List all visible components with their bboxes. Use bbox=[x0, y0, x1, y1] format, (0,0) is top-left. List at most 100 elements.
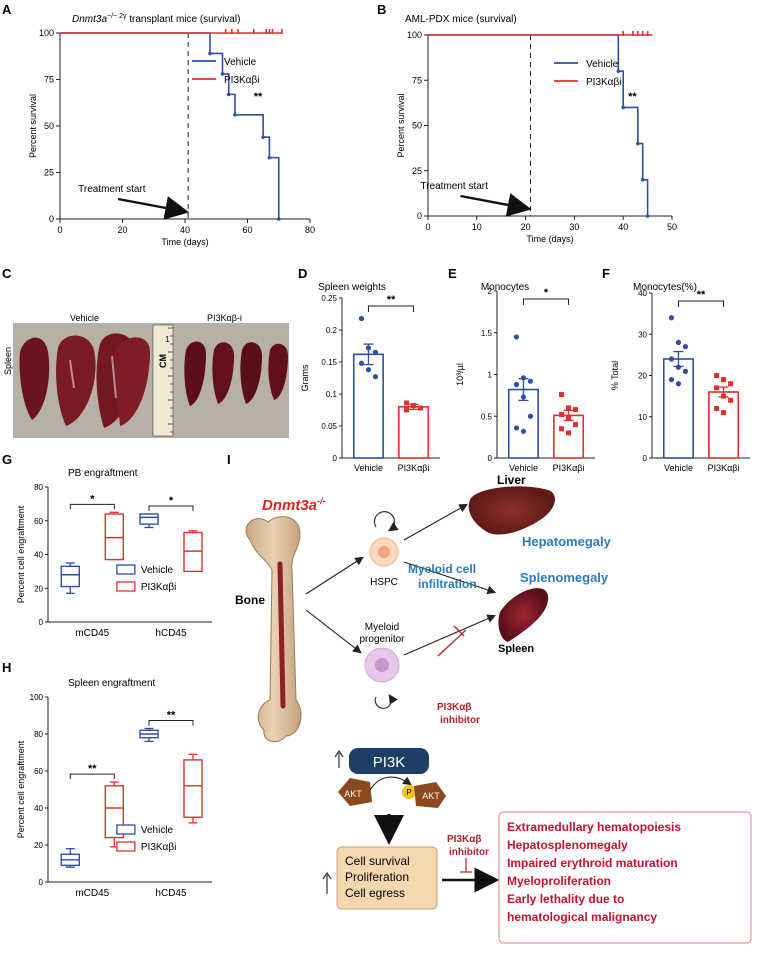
x-tick-label: 0 bbox=[425, 222, 430, 232]
x-category-label: PI3Kαβi bbox=[398, 463, 430, 473]
pi3k-bar bbox=[708, 391, 740, 459]
hspc-self-renewal-arrow bbox=[373, 511, 399, 532]
x-axis-title: Time (days) bbox=[526, 234, 573, 244]
y-tick-label: 0 bbox=[333, 454, 338, 463]
liver-illustration bbox=[468, 486, 555, 535]
y-tick-label: 40 bbox=[638, 289, 647, 298]
x-tick-label: 40 bbox=[180, 225, 190, 235]
spleen-treated-2 bbox=[212, 342, 234, 404]
treatment-start-label: Treatment start bbox=[78, 184, 146, 195]
x-tick-label: 60 bbox=[242, 225, 252, 235]
y-axis-title: Percent cell engraftment bbox=[16, 740, 26, 838]
vehicle-data-point bbox=[520, 394, 527, 400]
vehicle-event-point bbox=[645, 214, 650, 218]
panel-b-chart: 0 25 50 75 100 0 10 20 30 40 50 Time (days) Percent … bbox=[396, 30, 677, 244]
panel-letter-i: I bbox=[227, 452, 231, 467]
inhibitor1-label-2: inhibitor bbox=[440, 715, 480, 726]
pi3k-data-point bbox=[721, 377, 727, 383]
y-tick-label: 0 bbox=[39, 618, 44, 627]
vehicle-data-point bbox=[668, 315, 675, 321]
pi3k-box bbox=[183, 759, 203, 818]
y-tick-label: 0.15 bbox=[321, 358, 337, 367]
significance-bracket bbox=[69, 503, 115, 510]
y-tick-label: 100 bbox=[39, 28, 54, 38]
x-tick-label: 80 bbox=[305, 225, 315, 235]
panel-f-title: Monocytes(%) bbox=[633, 282, 697, 293]
x-tick-label: 40 bbox=[618, 222, 628, 232]
pi3k-box bbox=[104, 513, 124, 561]
legend-pi3k-label: PI3Kαβi bbox=[224, 75, 259, 86]
spleen-treated-1 bbox=[184, 341, 206, 406]
legend-pi3k-label: PI3Kαβi bbox=[141, 842, 176, 853]
y-tick-label: 60 bbox=[34, 767, 43, 776]
bone-label: Bone bbox=[235, 593, 265, 607]
pi3k-bar bbox=[553, 414, 585, 459]
panel-f-chart: 0 10 20 30 40 % Total Vehicle PI3Kαβi ** bbox=[610, 289, 750, 473]
bone-to-hspc-arrow bbox=[305, 556, 364, 595]
panel-a-significance: ** bbox=[254, 91, 263, 103]
vehicle-event-point bbox=[267, 155, 272, 160]
pi3k-data-point bbox=[559, 392, 565, 398]
outcome-item: Early lethality due to bbox=[507, 892, 624, 906]
spleen-vehicle-4 bbox=[114, 337, 150, 426]
pi3k-data-point bbox=[714, 385, 720, 391]
inhibitor2-label-1: PI3Kαβ bbox=[447, 834, 481, 845]
y-axis-title: 10³/µl bbox=[455, 363, 465, 386]
panel-i-diagram: Dnmt3a-/- Bone HSPC Myeloid progenitor L… bbox=[235, 473, 752, 944]
y-tick-label: 0 bbox=[49, 214, 54, 224]
y-tick-label: 100 bbox=[407, 30, 422, 40]
vehicle-data-point bbox=[358, 315, 365, 322]
y-tick-label: 20 bbox=[34, 584, 43, 593]
y-tick-label: 100 bbox=[30, 693, 44, 702]
panel-letter-b: B bbox=[377, 2, 386, 17]
panel-d-title: Spleen weights bbox=[318, 282, 386, 293]
outcome-item: Impaired erythroid maturation bbox=[507, 856, 678, 870]
panel-h-title: Spleen engraftment bbox=[68, 678, 156, 689]
vehicle-data-point bbox=[675, 364, 682, 370]
vehicle-event-point bbox=[621, 105, 625, 110]
cell-outcome-3: Cell egress bbox=[345, 886, 405, 900]
spleen-treated-4 bbox=[268, 343, 288, 400]
y-tick-label: 50 bbox=[412, 121, 422, 131]
pi3k-box bbox=[349, 748, 429, 774]
outcomes-box bbox=[498, 811, 752, 944]
survival-up-arrow bbox=[322, 871, 332, 894]
hspc-to-liver-arrow bbox=[403, 503, 468, 541]
legend-pi3k-swatch bbox=[116, 841, 136, 852]
x-category-label: Vehicle bbox=[354, 463, 383, 473]
significance-stars: * bbox=[544, 287, 549, 299]
x-tick-label: 30 bbox=[569, 222, 579, 232]
y-tick-label: 40 bbox=[34, 804, 43, 813]
panel-c-pi3k-label: PI3Kαβ-i bbox=[207, 313, 242, 323]
myeloid-infiltration-label-1: Myeloid cell bbox=[408, 562, 476, 576]
y-tick-label: 75 bbox=[412, 75, 422, 85]
y-tick-label: 80 bbox=[34, 730, 43, 739]
myeloid-progenitor-nucleus bbox=[375, 658, 389, 672]
inhibitor-line bbox=[437, 629, 467, 657]
y-tick-label: 2 bbox=[488, 287, 493, 296]
y-tick-label: 30 bbox=[638, 330, 647, 339]
vehicle-box bbox=[60, 565, 80, 588]
significance-stars: * bbox=[90, 493, 95, 505]
vehicle-data-point bbox=[365, 345, 372, 351]
legend-vehicle-label: Vehicle bbox=[141, 565, 174, 576]
akt-right-label: AKT bbox=[422, 791, 440, 801]
cell-outcome-1: Cell survival bbox=[345, 854, 410, 868]
significance-bracket bbox=[677, 300, 725, 307]
pi3k-data-point bbox=[559, 426, 565, 432]
phosphate-label: P bbox=[406, 788, 411, 797]
panel-h-chart: 0 20 40 60 80 100 Percent cell engraftment mCD4… bbox=[16, 693, 212, 899]
pi3k-data-point bbox=[566, 405, 572, 411]
spleen-illustration bbox=[498, 588, 549, 642]
vehicle-box bbox=[139, 513, 159, 525]
ruler-number: 1 bbox=[165, 335, 170, 344]
y-tick-label: 25 bbox=[44, 168, 54, 178]
pi3k-data-point bbox=[566, 430, 572, 436]
y-tick-label: 0 bbox=[39, 878, 44, 887]
vehicle-bar bbox=[662, 358, 694, 459]
pi3k-data-point bbox=[566, 415, 572, 421]
vehicle-event-point bbox=[616, 69, 621, 73]
liver-label: Liver bbox=[497, 473, 526, 487]
akt-left-label: AKT bbox=[344, 789, 362, 799]
cell-outcome-2: Proliferation bbox=[345, 870, 409, 884]
